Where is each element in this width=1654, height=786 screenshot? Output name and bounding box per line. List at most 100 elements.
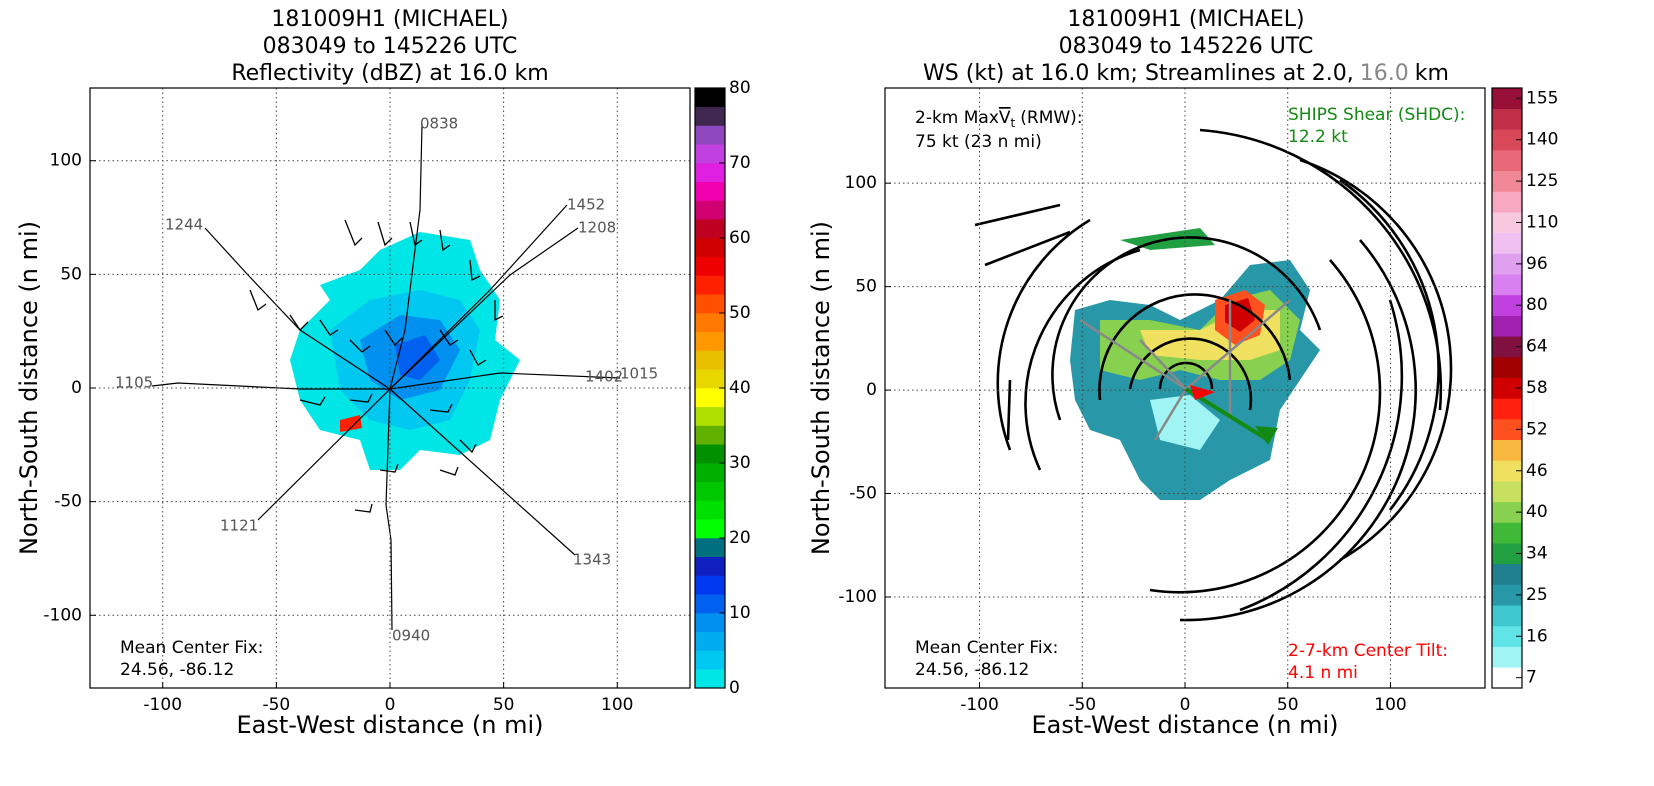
colorbar-label: 25	[1526, 585, 1548, 605]
colorbar-label: 7	[1526, 668, 1537, 688]
max-wind-symbol: V	[999, 108, 1011, 128]
x-tick-label: -50	[262, 695, 290, 715]
track-label: 1105	[115, 374, 153, 392]
colorbar-label: 0	[729, 678, 740, 698]
shear: SHIPS Shear (SHDC):	[1288, 105, 1465, 125]
y-tick-label: 50	[855, 277, 877, 297]
chart-title: Reflectivity (dBZ) at 16.0 km	[231, 61, 548, 86]
colorbar-band	[695, 106, 725, 126]
colorbar-band	[1492, 377, 1522, 399]
chart-title: 181009H1 (MICHAEL)	[1067, 7, 1304, 32]
x-tick-label: -100	[143, 695, 182, 715]
colorbar-band	[1492, 398, 1522, 420]
colorbar-band	[695, 88, 725, 108]
track-label: 0940	[392, 627, 430, 645]
colorbar-label: 58	[1526, 378, 1548, 398]
colorbar-label: 70	[729, 153, 751, 173]
colorbar-band	[1492, 315, 1522, 337]
colorbar-label: 10	[729, 603, 751, 623]
colorbar-band	[695, 481, 725, 501]
colorbar-label: 80	[1526, 295, 1548, 315]
track-label: 1121	[220, 517, 258, 535]
plot-frame	[89, 87, 691, 689]
colorbar-band	[1492, 336, 1522, 358]
x-tick-label: 50	[493, 695, 515, 715]
colorbar-band	[695, 406, 725, 426]
colorbar-label: 96	[1526, 254, 1548, 274]
colorbar-band	[1492, 356, 1522, 378]
colorbar-band	[1492, 170, 1522, 192]
x-tick-label: -100	[960, 695, 999, 715]
y-tick-label: -50	[54, 492, 82, 512]
colorbar-band	[695, 219, 725, 239]
colorbar-band	[695, 200, 725, 220]
colorbar-band	[1492, 88, 1522, 109]
x-tick-label: 0	[1180, 695, 1191, 715]
colorbar-band	[1492, 253, 1522, 275]
colorbar-label: 80	[729, 78, 751, 98]
colorbar-band	[695, 369, 725, 389]
colorbar-label: 110	[1526, 212, 1558, 232]
colorbar-label: 20	[729, 528, 751, 548]
center-fix: Mean Center Fix:	[120, 638, 263, 658]
title-part: 16.0	[1360, 61, 1409, 86]
y-tick-label: -50	[849, 484, 877, 504]
colorbar-band	[1492, 274, 1522, 296]
center-fix: Mean Center Fix:	[915, 638, 1058, 658]
colorbar-band	[695, 500, 725, 520]
colorbar-label: 46	[1526, 461, 1548, 481]
colorbar-label: 50	[729, 303, 751, 323]
track-label: 1452	[567, 196, 605, 214]
x-tick-label: 0	[385, 695, 396, 715]
colorbar-band	[1492, 501, 1522, 523]
colorbar-band	[1492, 108, 1522, 130]
colorbar-band	[1492, 563, 1522, 585]
colorbar-band	[1492, 439, 1522, 461]
colorbar-band	[695, 463, 725, 483]
colorbar-band	[695, 163, 725, 183]
x-tick-label: 100	[601, 695, 633, 715]
colorbar-band	[695, 613, 725, 633]
track-label: 0838	[420, 115, 458, 133]
colorbar-band	[1492, 522, 1522, 544]
y-tick-label: -100	[838, 587, 877, 607]
streamlines	[974, 128, 1453, 622]
max-wind-value: 75 kt (23 n mi)	[915, 132, 1042, 152]
y-axis-label: North-South distance (n mi)	[15, 221, 43, 555]
colorbar-band	[695, 631, 725, 651]
colorbar-band	[1492, 419, 1522, 441]
colorbar-band	[695, 556, 725, 576]
shear-arrow	[1255, 426, 1278, 445]
colorbar-band	[695, 313, 725, 333]
tilt-arrow	[1190, 385, 1215, 400]
y-tick-label: 0	[71, 378, 82, 398]
track-label: 1244	[165, 216, 203, 234]
x-tick-label: 100	[1374, 695, 1406, 715]
track-label: 1343	[573, 551, 611, 569]
chart-title: 181009H1 (MICHAEL)	[271, 7, 508, 32]
y-tick-label: 0	[866, 380, 877, 400]
reflectivity-field	[290, 232, 520, 470]
colorbar-label: 140	[1526, 130, 1558, 150]
max-wind: 2-km MaxVt (RMW):	[915, 108, 1083, 130]
colorbar-label: 34	[1526, 544, 1548, 564]
colorbar-band	[1492, 584, 1522, 606]
track-label: 1015	[620, 365, 658, 383]
tilt: 4.1 n mi	[1288, 663, 1358, 683]
colorbar-band	[695, 144, 725, 164]
colorbar-band	[695, 444, 725, 464]
colorbar-band	[695, 256, 725, 276]
chart-title: 083049 to 145226 UTC	[263, 34, 518, 59]
x-axis-label: East-West distance (n mi)	[236, 711, 543, 739]
colorbar-band	[695, 238, 725, 258]
y-axis-label: North-South distance (n mi)	[807, 221, 835, 555]
x-tick-label: -50	[1068, 695, 1096, 715]
colorbar-band	[1492, 543, 1522, 565]
colorbar-label: 16	[1526, 626, 1548, 646]
colorbar-band	[695, 650, 725, 670]
colorbar-band	[1492, 605, 1522, 627]
colorbar-band	[695, 594, 725, 614]
colorbar-band	[1492, 212, 1522, 234]
colorbar-band	[695, 181, 725, 201]
